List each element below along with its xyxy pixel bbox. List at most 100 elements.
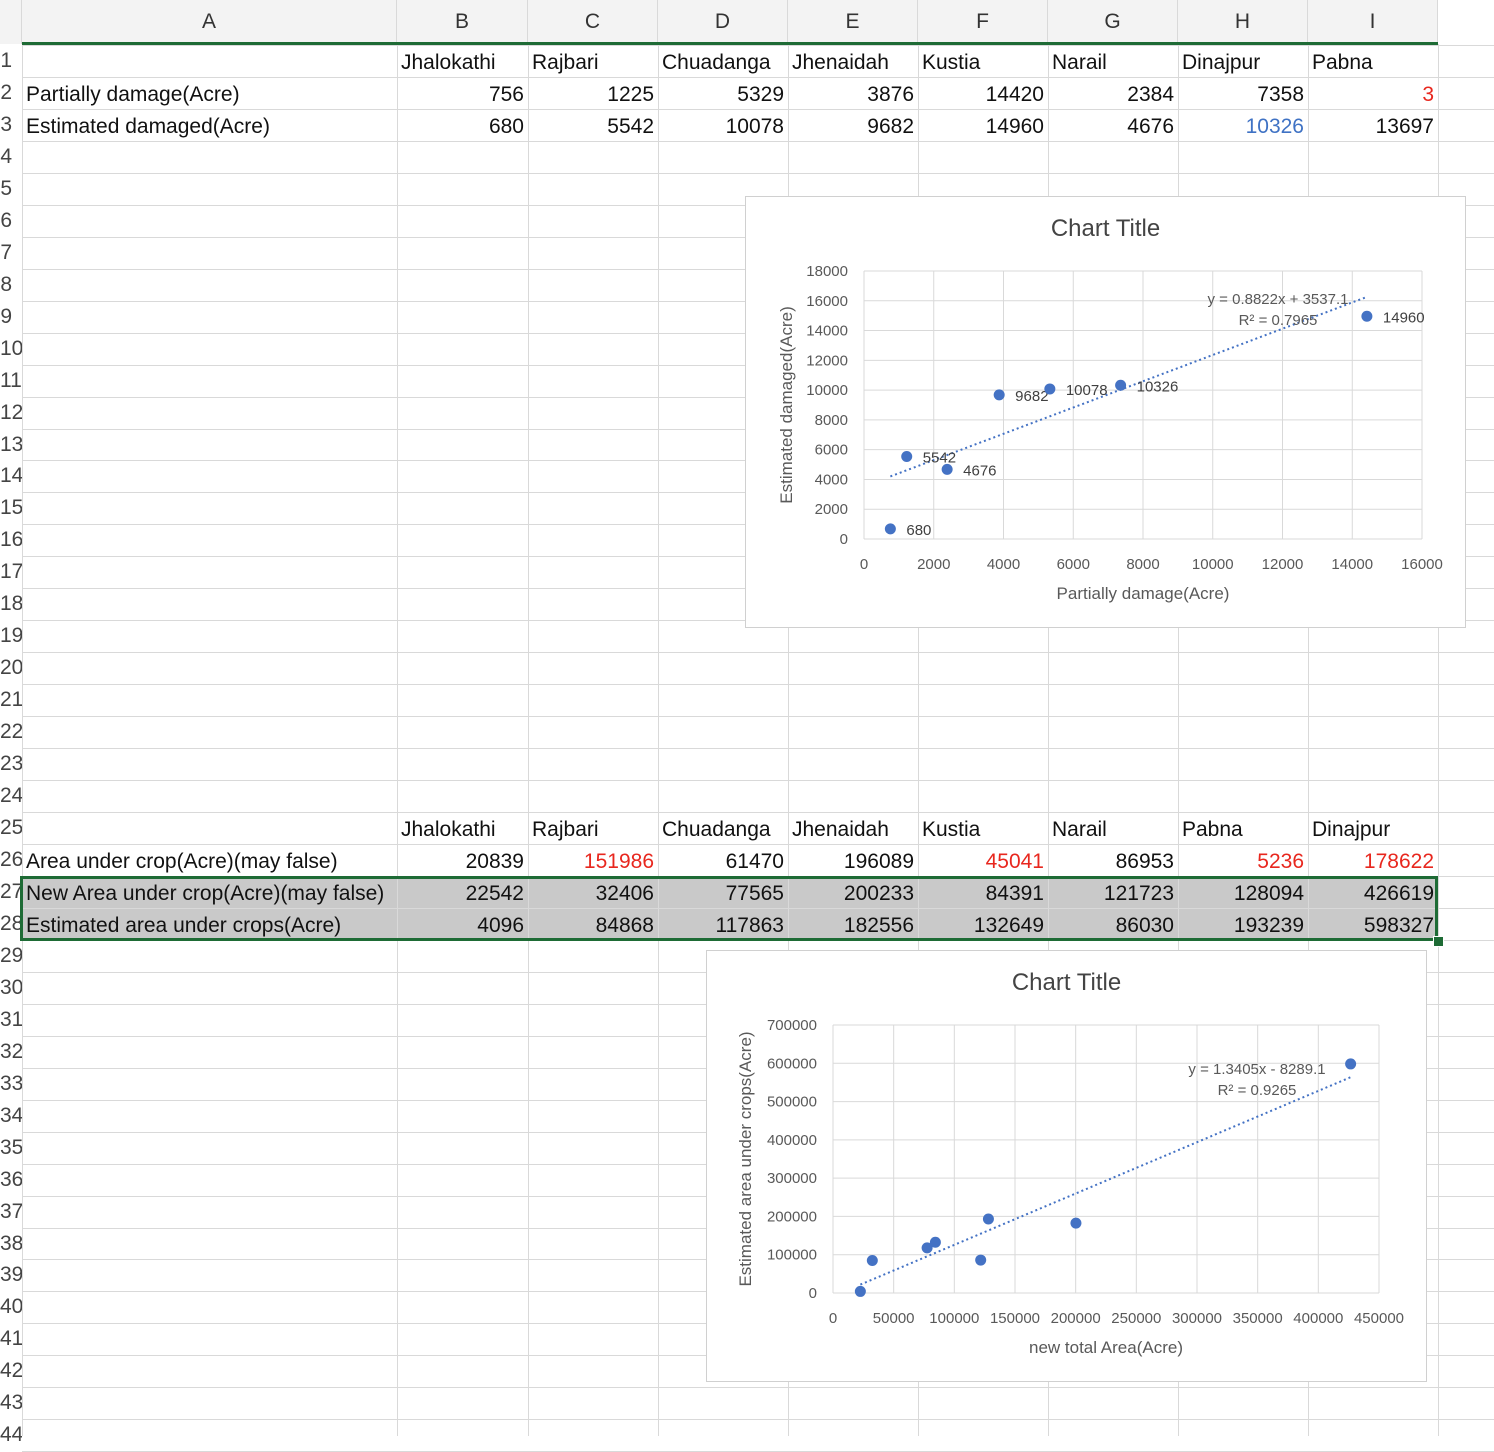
header-cell[interactable]: Rajbari — [532, 817, 599, 841]
row-header-32[interactable]: 32 — [0, 1039, 22, 1063]
row-header-5[interactable]: 5 — [0, 176, 12, 200]
row-header-28[interactable]: 28 — [0, 911, 22, 935]
chart-title[interactable]: Chart Title — [1011, 969, 1122, 996]
selection-range[interactable] — [20, 876, 1438, 941]
row-header-9[interactable]: 9 — [0, 304, 12, 328]
row-header-37[interactable]: 37 — [0, 1199, 22, 1223]
row-header-31[interactable]: 31 — [0, 1007, 22, 1031]
data-cell[interactable]: 2384 — [1127, 82, 1174, 106]
row-header-11[interactable]: 11 — [0, 368, 22, 392]
header-cell[interactable]: Pabna — [1312, 50, 1373, 74]
row-header-16[interactable]: 16 — [0, 528, 22, 552]
row-header-20[interactable]: 20 — [0, 656, 22, 680]
data-cell[interactable]: 4676 — [1127, 114, 1174, 138]
row-header-38[interactable]: 38 — [0, 1231, 22, 1255]
data-cell[interactable]: 121723 — [1103, 881, 1174, 905]
data-cell[interactable]: 193239 — [1233, 913, 1304, 937]
row-header-18[interactable]: 18 — [0, 592, 22, 616]
data-cell[interactable]: 132649 — [973, 913, 1044, 937]
data-cell[interactable]: 178622 — [1363, 849, 1434, 873]
row-header-1[interactable]: 1 — [0, 49, 12, 72]
data-cell[interactable]: 3 — [1422, 82, 1434, 106]
column-header-b[interactable]: B — [397, 0, 528, 44]
row-header-34[interactable]: 34 — [0, 1103, 22, 1127]
row-header-43[interactable]: 43 — [0, 1391, 22, 1415]
row-header-13[interactable]: 13 — [0, 432, 22, 456]
row-header-22[interactable]: 22 — [0, 720, 22, 744]
data-cell[interactable]: 3876 — [867, 82, 914, 106]
data-cell[interactable]: 182556 — [843, 913, 914, 937]
row-header-12[interactable]: 12 — [0, 400, 22, 424]
row-header-30[interactable]: 30 — [0, 975, 22, 999]
row-header-24[interactable]: 24 — [0, 784, 22, 808]
data-cell[interactable]: 77565 — [725, 881, 784, 905]
header-cell[interactable]: Kustia — [922, 817, 981, 841]
row-header-7[interactable]: 7 — [0, 240, 12, 264]
row-header-2[interactable]: 2 — [0, 80, 12, 104]
row-header-15[interactable]: 15 — [0, 496, 22, 520]
header-cell[interactable]: Jhalokathi — [401, 817, 496, 841]
row-header-3[interactable]: 3 — [0, 112, 12, 136]
data-cell[interactable]: 5329 — [737, 82, 784, 106]
row-header-19[interactable]: 19 — [0, 624, 22, 648]
chart-title[interactable]: Chart Title — [1050, 215, 1161, 242]
row-header-23[interactable]: 23 — [0, 752, 22, 776]
header-cell[interactable]: Dinajpur — [1182, 50, 1261, 74]
header-cell[interactable]: Pabna — [1182, 817, 1243, 841]
row-header-35[interactable]: 35 — [0, 1135, 22, 1159]
column-header-h[interactable]: H — [1178, 0, 1308, 44]
data-cell[interactable]: 5236 — [1257, 849, 1304, 873]
data-cell[interactable]: 9682 — [867, 114, 914, 138]
row-header-25[interactable]: 25 — [0, 816, 22, 840]
header-cell[interactable]: Jhenaidah — [792, 817, 889, 841]
row-header-44[interactable]: 44 — [0, 1423, 22, 1447]
data-cell[interactable]: 10078 — [725, 114, 784, 138]
data-cell[interactable]: 1225 — [607, 82, 654, 106]
row-header-26[interactable]: 26 — [0, 848, 22, 871]
scatter-chart-damage[interactable]: Chart Title 0 2000 4000 6000 8000 10000 12000 1… — [745, 196, 1466, 628]
column-header-d[interactable]: D — [658, 0, 788, 44]
data-cell[interactable]: 4096 — [477, 913, 524, 937]
data-cell[interactable]: 426619 — [1363, 881, 1434, 905]
row-header-4[interactable]: 4 — [0, 144, 12, 168]
data-cell[interactable]: 200233 — [843, 881, 914, 905]
row-label-cell[interactable]: Estimated area under crops(Acre) — [26, 913, 342, 937]
row-header-14[interactable]: 14 — [0, 464, 22, 488]
data-cell[interactable]: 20839 — [465, 849, 524, 873]
column-header-i[interactable]: I — [1308, 0, 1438, 44]
row-header-17[interactable]: 17 — [0, 560, 22, 584]
row-header-21[interactable]: 21 — [0, 688, 22, 712]
data-cell[interactable]: 756 — [488, 82, 524, 106]
row-header-40[interactable]: 40 — [0, 1295, 22, 1319]
data-cell[interactable]: 680 — [488, 114, 524, 138]
header-cell[interactable]: Rajbari — [532, 50, 599, 74]
scatter-chart-crop-area[interactable]: Chart Title 0 50000 100000 150000 200000 2500… — [706, 950, 1427, 1382]
row-header-27[interactable]: 27 — [0, 879, 22, 903]
row-header-29[interactable]: 29 — [0, 943, 22, 967]
header-cell[interactable]: Jhalokathi — [401, 50, 496, 74]
data-cell[interactable]: 5542 — [607, 114, 654, 138]
column-header-e[interactable]: E — [788, 0, 918, 44]
select-all-corner[interactable] — [0, 0, 22, 44]
data-cell[interactable]: 10326 — [1245, 114, 1304, 138]
data-cell[interactable]: 151986 — [583, 849, 654, 873]
data-cell[interactable]: 61470 — [725, 849, 784, 873]
header-cell[interactable]: Chuadanga — [662, 50, 771, 74]
data-cell[interactable]: 86953 — [1115, 849, 1174, 873]
data-cell[interactable]: 84868 — [595, 913, 654, 937]
fill-handle[interactable] — [1433, 936, 1444, 947]
data-cell[interactable]: 7358 — [1257, 82, 1304, 106]
data-cell[interactable]: 196089 — [843, 849, 914, 873]
row-header-42[interactable]: 42 — [0, 1359, 22, 1383]
column-header-c[interactable]: C — [528, 0, 658, 44]
data-cell[interactable]: 13697 — [1375, 114, 1434, 138]
row-header-10[interactable]: 10 — [0, 336, 22, 360]
data-cell[interactable]: 117863 — [715, 913, 784, 937]
data-cell[interactable]: 86030 — [1115, 913, 1174, 937]
data-cell[interactable]: 84391 — [985, 881, 1044, 905]
header-cell[interactable]: Chuadanga — [662, 817, 771, 841]
data-cell[interactable]: 22542 — [465, 881, 524, 905]
column-header-g[interactable]: G — [1048, 0, 1178, 44]
header-cell[interactable]: Narail — [1052, 817, 1107, 841]
data-cell[interactable]: 598327 — [1363, 913, 1434, 937]
